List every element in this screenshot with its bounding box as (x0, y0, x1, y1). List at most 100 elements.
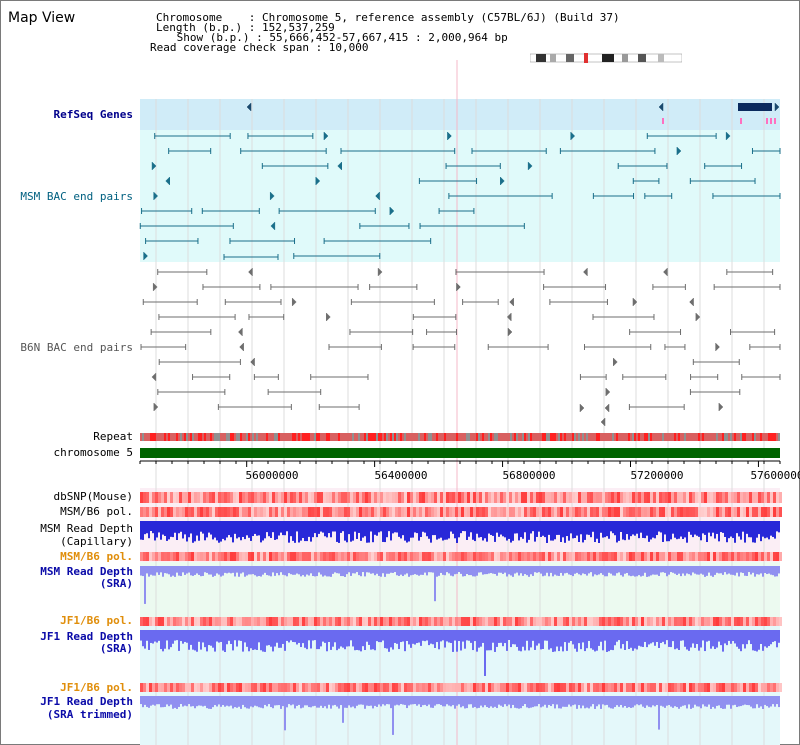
repeat-block (168, 433, 170, 441)
dbsnp-heat-cell (272, 492, 275, 503)
msm-sra-depth-bar (358, 566, 360, 576)
repeat-block (644, 433, 646, 441)
msm-cap-depth-bar (404, 521, 406, 541)
repeat-block (292, 433, 294, 441)
msm-cap-depth-bar (222, 521, 224, 539)
msm-cap-depth-bar (680, 521, 682, 537)
jf1-depth-bar (252, 630, 254, 650)
jf1-trim-depth-bar (420, 696, 422, 708)
msm-pol2-heat-cell (611, 552, 614, 561)
repeat-block (772, 433, 774, 441)
msm-pol-heat-cell (284, 507, 287, 517)
msm-pol-heat-cell (164, 507, 167, 517)
msm-cap-depth-bar (280, 521, 282, 533)
repeat-block (674, 433, 676, 441)
jf1-depth-bar (464, 630, 466, 649)
msm-pol-heat-cell (200, 507, 203, 517)
repeat-block (396, 433, 398, 441)
msm-sra-depth-bar (244, 566, 246, 577)
msm-sra-depth-bar (412, 566, 414, 575)
msm-pol-heat-cell (521, 507, 524, 517)
msm-pol-heat-cell (299, 507, 302, 517)
msm-sra-depth-bar (744, 566, 746, 576)
msm-pol2-heat-cell (536, 552, 539, 561)
jf1-depth-bar (322, 630, 324, 642)
jf1-depth-bar (660, 630, 662, 644)
chromosome-ideogram[interactable] (530, 53, 682, 63)
jf1-depth-bar (634, 630, 636, 649)
jf1-pol2-heat-cell (434, 683, 437, 692)
jf1-trim-depth-bar (380, 696, 382, 707)
jf1-pol2-heat-cell (554, 683, 557, 692)
msm-pol2-heat-cell (203, 552, 206, 561)
jf1-pol2-heat-cell (308, 683, 311, 692)
msm-cap-depth-bar (462, 521, 464, 532)
jf1-depth-bar (676, 630, 678, 649)
jf1-trim-depth-bar (182, 696, 184, 707)
msm-pol-heat-cell (491, 507, 494, 517)
jf1-depth-bar (766, 630, 768, 648)
jf1-depth-bar (632, 630, 634, 651)
jf1-trim-depth-bar (310, 696, 312, 708)
msm-pol2-heat-cell (308, 552, 311, 561)
msm-sra-depth-bar (176, 566, 178, 573)
msm-pol-heat-cell (620, 507, 623, 517)
msm-sra-depth-bar (770, 566, 772, 575)
msm-sra-depth-bar (194, 566, 196, 575)
msm-pol-heat-cell (401, 507, 404, 517)
jf1-trim-depth-bar (504, 696, 506, 705)
msm-pol-heat-cell (452, 507, 455, 517)
msm-pol-heat-cell (290, 507, 293, 517)
msm-cap-depth-bar (182, 521, 184, 539)
dbsnp-heat-cell (380, 492, 383, 503)
jf1-pol2-heat-cell (416, 683, 419, 692)
jf1-pol2-heat-cell (209, 683, 212, 692)
dbsnp-heat-cell (257, 492, 260, 503)
jf1-depth-bar (302, 630, 304, 644)
jf1-trim-depth-bar (206, 696, 208, 709)
coverage-span-info: Read coverage check span : 10,000 (150, 41, 369, 54)
msm-pol2-heat-cell (167, 552, 170, 561)
dbsnp-heat-cell (623, 492, 626, 503)
jf1-pol2-heat-cell (695, 683, 698, 692)
jf1-depth-bar (248, 630, 250, 652)
b6n-bac-label[interactable]: B6N BAC end pairs (20, 341, 133, 354)
msm-cap-depth-bar (574, 521, 576, 538)
dbsnp-heat-cell (164, 492, 167, 503)
jf1-pol2-heat-cell (689, 683, 692, 692)
jf1-pol2-heat-cell (551, 683, 554, 692)
jf1-trim-depth-bar (352, 696, 354, 707)
dbsnp-heat-cell (578, 492, 581, 503)
jf1-trim-depth-bar (676, 696, 678, 708)
repeat-block (770, 433, 772, 441)
jf1-depth-bar (772, 630, 774, 642)
msm-cap-depth-bar (640, 521, 642, 533)
dbsnp-heat-cell (185, 492, 188, 503)
refseq-genes-label[interactable]: RefSeq Genes (53, 108, 133, 121)
dbsnp-heat-cell (608, 492, 611, 503)
msm-pol-heat-cell (353, 507, 356, 517)
jf1-trim-depth-bar (518, 696, 520, 709)
msm-sra-depth-bar (762, 566, 764, 577)
msm-sra-depth-bar (208, 566, 210, 575)
jf1-pol-heat-cell (389, 617, 392, 626)
msm-pol-heat-cell (770, 507, 773, 517)
msm-pol-heat-cell (551, 507, 554, 517)
msm-pol-heat-cell (575, 507, 578, 517)
jf1-trim-depth-bar (678, 696, 680, 709)
jf1-pol2-heat-cell (620, 683, 623, 692)
jf1-pol2-heat-cell (635, 683, 638, 692)
msm-cap-depth-bar (520, 521, 522, 538)
msm-pol-heat-cell (227, 507, 230, 517)
jf1-depth-bar (672, 630, 674, 642)
dbsnp-heat-cell (665, 492, 668, 503)
msm-pol-heat-cell (530, 507, 533, 517)
msm-bac-label[interactable]: MSM BAC end pairs (20, 190, 133, 203)
jf1-pol2-heat-cell (482, 683, 485, 692)
jf1-pol2-heat-cell (335, 683, 338, 692)
msm-cap-depth-bar (364, 521, 366, 537)
jf1-pol-heat-cell (146, 617, 149, 626)
dbsnp-heat-cell (533, 492, 536, 503)
jf1-depth-bar (210, 630, 212, 646)
